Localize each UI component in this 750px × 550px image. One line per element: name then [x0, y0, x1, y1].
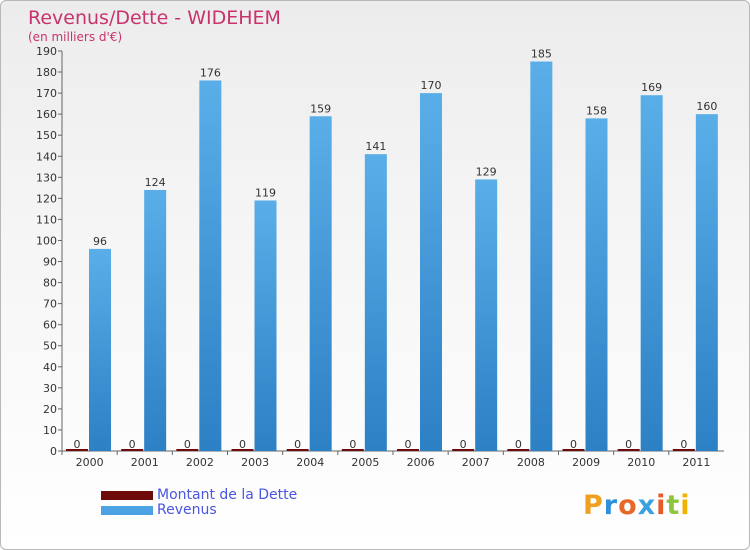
data-label-dette: 0 [294, 438, 301, 451]
logo-letter: r [603, 490, 619, 521]
legend-item-dette: Montant de la Dette [101, 487, 297, 503]
bar-revenus [199, 80, 222, 451]
bar-dette [341, 449, 364, 451]
bar-revenus [475, 179, 498, 451]
x-tick-label: 2000 [76, 456, 104, 469]
bar-revenus [144, 189, 167, 451]
y-tick-label: 130 [36, 171, 57, 184]
y-tick-label: 20 [43, 403, 57, 416]
y-tick-label: 160 [36, 108, 57, 121]
data-label-dette: 0 [460, 438, 467, 451]
bar-dette [397, 449, 419, 451]
data-label-dette: 0 [515, 438, 522, 451]
bar-revenus [364, 154, 387, 451]
y-tick-label: 40 [43, 361, 57, 374]
chart-title: Revenus/Dette - WIDEHEM [28, 7, 281, 29]
x-tick-label: 2004 [296, 456, 324, 469]
x-tick-label: 2010 [627, 456, 655, 469]
data-label-revenus: 141 [365, 140, 386, 153]
y-tick-label: 80 [43, 277, 57, 290]
data-label-revenus: 176 [200, 66, 221, 79]
y-tick-label: 0 [50, 445, 57, 458]
bar-revenus [530, 61, 553, 452]
logo-letter: i [680, 490, 691, 521]
bar-dette [562, 449, 585, 451]
legend-label-revenus: Revenus [157, 502, 217, 518]
x-tick-label: 2011 [682, 456, 710, 469]
bar-dette [176, 449, 199, 451]
data-label-revenus: 96 [93, 235, 107, 248]
data-label-dette: 0 [680, 438, 687, 451]
y-tick-label: 110 [36, 213, 57, 226]
legend-label-dette: Montant de la Dette [157, 487, 298, 503]
x-tick-label: 2008 [517, 456, 545, 469]
bar-revenus [309, 116, 332, 452]
logo-letter: P [583, 490, 604, 521]
data-label-dette: 0 [129, 438, 136, 451]
legend-swatch-dette [101, 490, 153, 500]
x-tick-label: 2009 [572, 456, 600, 469]
bar-dette [66, 449, 88, 451]
x-tick-label: 2001 [131, 456, 159, 469]
y-tick-label: 150 [36, 129, 57, 142]
bar-revenus [640, 95, 663, 452]
data-label-revenus: 158 [586, 104, 607, 117]
y-tick-label: 190 [36, 45, 57, 58]
data-label-dette: 0 [74, 438, 81, 451]
chart-subtitle: (en milliers d'€) [28, 30, 123, 44]
bar-dette [286, 449, 309, 451]
x-tick-label: 2003 [241, 456, 269, 469]
data-label-revenus: 119 [255, 186, 276, 199]
x-tick-label: 2002 [186, 456, 214, 469]
data-label-revenus: 170 [421, 79, 442, 92]
bar-dette [672, 449, 695, 451]
bar-revenus [254, 200, 277, 451]
bar-dette [121, 449, 144, 451]
logo-letter: t [666, 490, 681, 521]
y-tick-label: 180 [36, 66, 57, 79]
bar-dette [231, 449, 254, 451]
y-tick-label: 90 [43, 256, 57, 269]
legend-swatch-revenus [101, 505, 153, 515]
logo-letter: i [656, 490, 667, 521]
x-tick-label: 2005 [351, 456, 379, 469]
data-label-dette: 0 [570, 438, 577, 451]
proxiti-logo: Proxiti [583, 490, 691, 521]
logo-letter: o [618, 490, 638, 521]
data-label-revenus: 124 [145, 176, 166, 189]
data-label-dette: 0 [239, 438, 246, 451]
y-tick-label: 10 [43, 424, 57, 437]
bar-revenus [89, 248, 111, 451]
x-tick-label: 2006 [407, 456, 435, 469]
y-tick-label: 120 [36, 192, 57, 205]
bar-dette [452, 449, 475, 451]
bar-dette [507, 449, 530, 451]
y-tick-label: 100 [36, 234, 57, 247]
y-tick-label: 30 [43, 382, 57, 395]
data-label-dette: 0 [349, 438, 356, 451]
y-tick-label: 60 [43, 319, 57, 332]
x-tick-label: 2007 [462, 456, 490, 469]
data-label-revenus: 169 [641, 81, 662, 94]
data-label-revenus: 159 [310, 102, 331, 115]
data-label-revenus: 129 [476, 165, 497, 178]
data-label-revenus: 160 [696, 100, 717, 113]
data-label-dette: 0 [405, 438, 412, 451]
y-tick-label: 140 [36, 150, 57, 163]
bar-revenus [695, 114, 718, 451]
data-label-dette: 0 [184, 438, 191, 451]
y-tick-label: 70 [43, 298, 57, 311]
data-label-revenus: 185 [531, 48, 552, 61]
bar-revenus [585, 118, 608, 452]
y-tick-label: 170 [36, 87, 57, 100]
bar-revenus [420, 93, 442, 452]
data-label-dette: 0 [625, 438, 632, 451]
bar-dette [617, 449, 640, 451]
y-tick-label: 50 [43, 340, 57, 353]
logo-letter: x [637, 490, 657, 521]
legend-item-revenus: Revenus [101, 502, 217, 518]
